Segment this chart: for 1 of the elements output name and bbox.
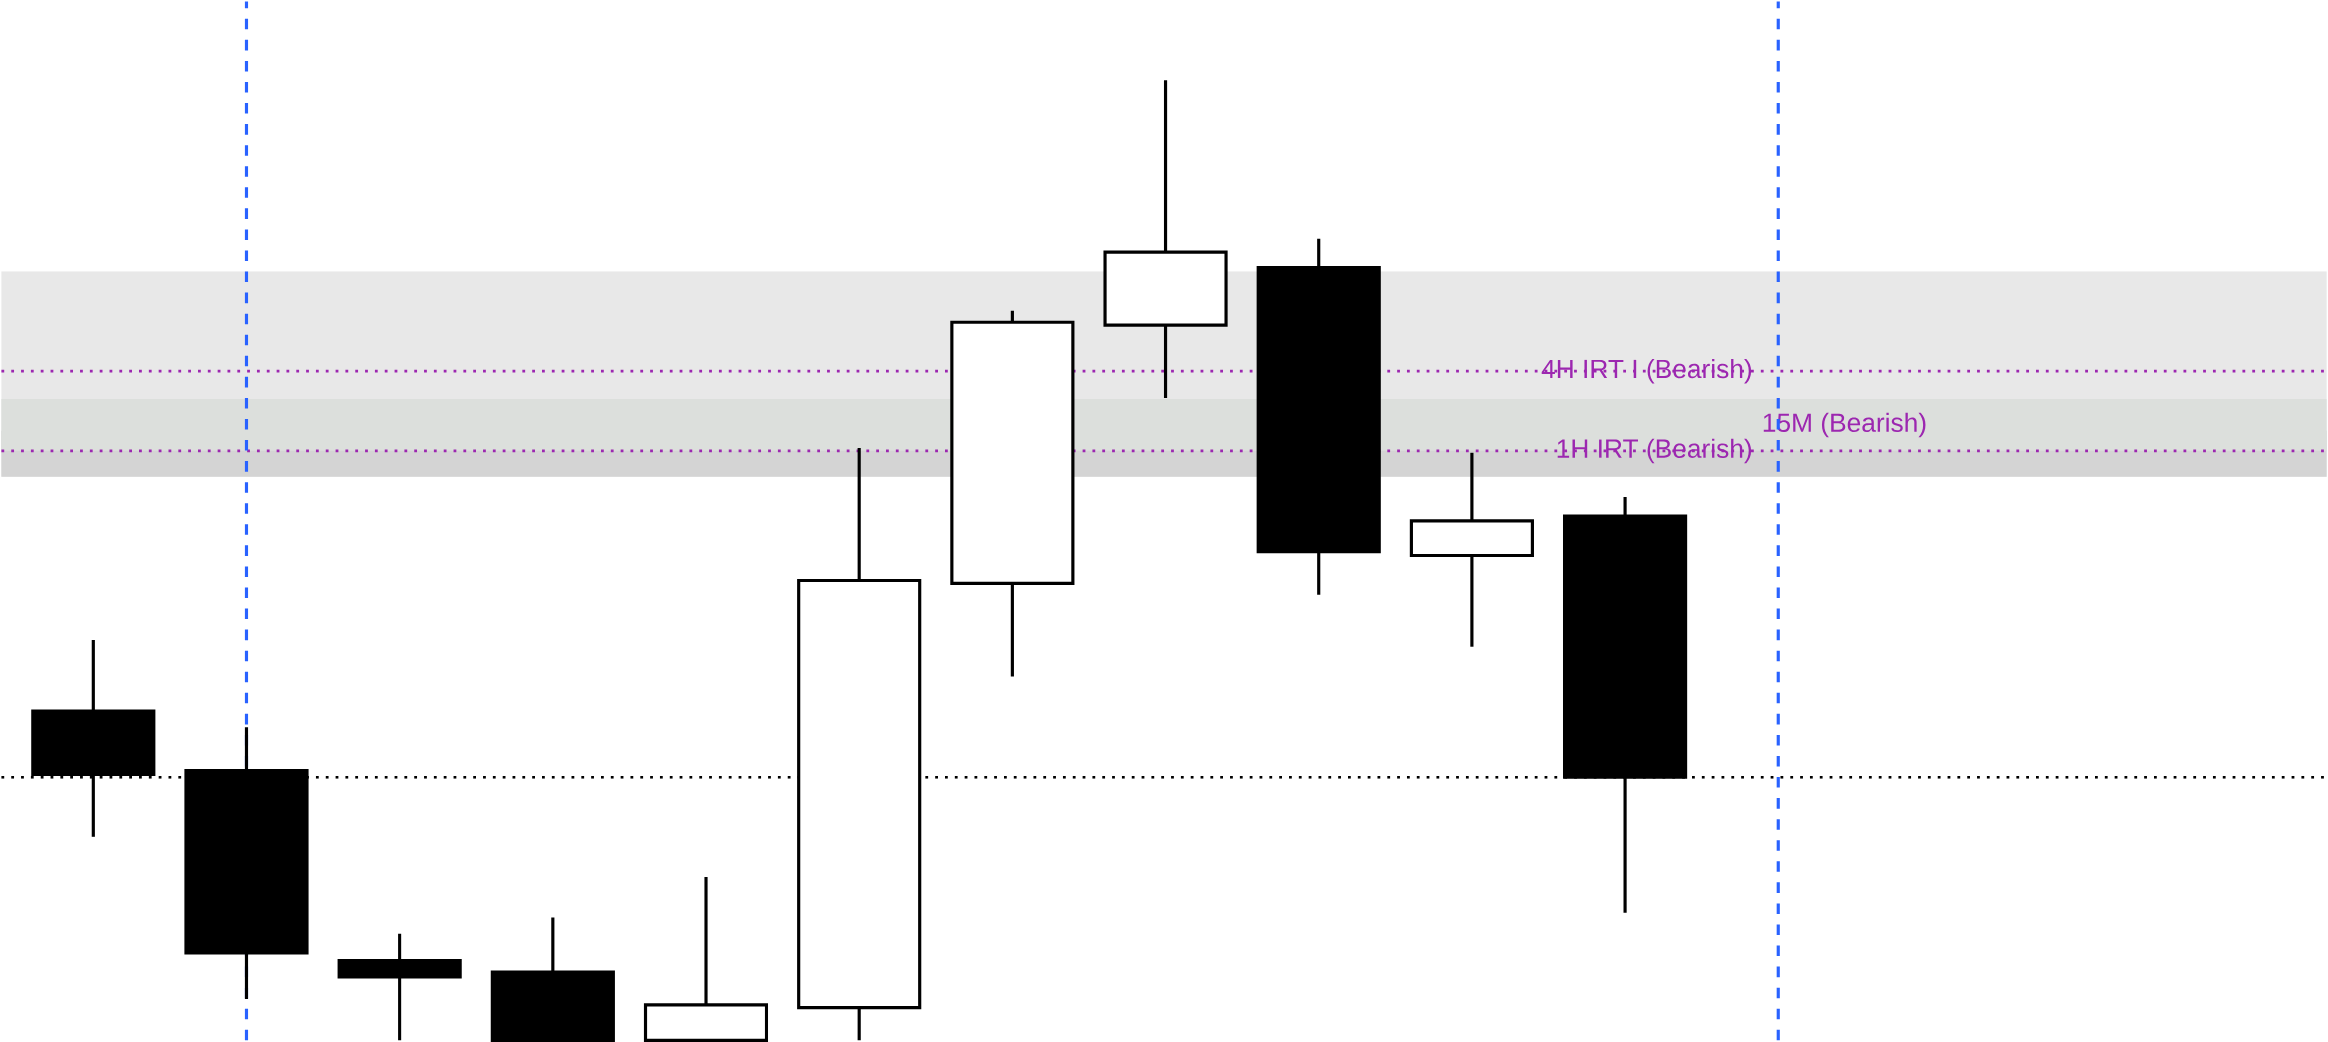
ref-line-label: 1H IRT (Bearish) <box>1557 438 1752 464</box>
